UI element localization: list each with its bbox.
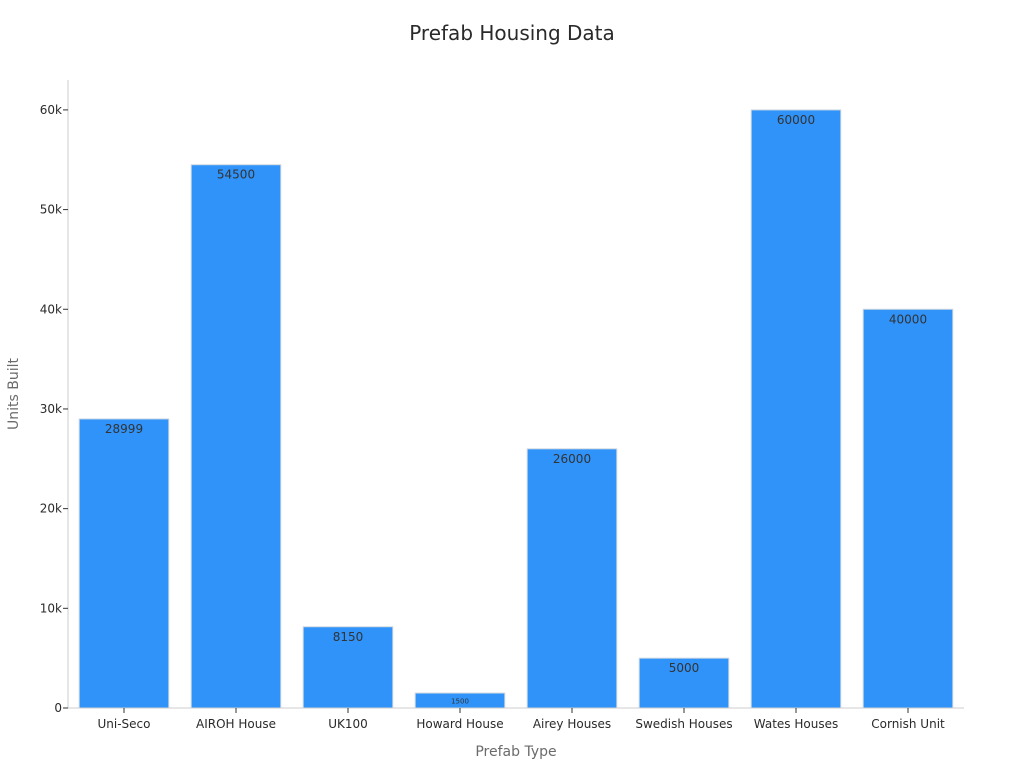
x-tick-label: Wates Houses [754, 717, 838, 731]
bar [526, 448, 618, 709]
bar [638, 657, 730, 709]
bar-value-label: 40000 [889, 312, 927, 326]
bar [190, 164, 282, 709]
bar-value-label: 5000 [669, 661, 700, 675]
bar [862, 308, 954, 709]
y-tick-label: 30k [40, 402, 62, 416]
y-tick-label: 0 [54, 701, 62, 715]
x-tick-label: Uni-Seco [98, 717, 151, 731]
bar-value-label: 54500 [217, 168, 255, 182]
y-tick-label: 40k [40, 302, 62, 316]
x-tick-label: Airey Houses [533, 717, 611, 731]
y-tick-label: 20k [40, 502, 62, 516]
bar-value-label: 28999 [105, 422, 143, 436]
bar [78, 418, 170, 709]
y-axis-title: Units Built [6, 358, 22, 431]
y-tick-label: 10k [40, 601, 62, 615]
y-tick-label: 50k [40, 203, 62, 217]
x-tick-label: Swedish Houses [635, 717, 732, 731]
bar [302, 626, 394, 709]
y-tick-label: 60k [40, 103, 62, 117]
bar [750, 109, 842, 709]
data-labels-layer: 28999 54500 8150 1500 26000 5000 60000 40000 [105, 113, 927, 706]
x-tick-label: AIROH House [196, 717, 276, 731]
chart-title: Prefab Housing Data [409, 21, 615, 45]
x-tick-label: UK100 [328, 717, 368, 731]
x-tick-label: Cornish Unit [871, 717, 945, 731]
bar-value-label: 26000 [553, 452, 591, 466]
y-axis-ticks: 0 10k 20k 30k 40k 50k 60k [40, 103, 68, 715]
bars-layer [78, 109, 954, 709]
bar-value-label: 60000 [777, 113, 815, 127]
bar-value-label: 8150 [333, 630, 364, 644]
bar-value-label: 1500 [451, 698, 469, 706]
x-axis-ticks: Uni-Seco AIROH House UK100 Howard House Aire… [98, 708, 945, 731]
x-axis-title: Prefab Type [475, 744, 556, 760]
x-tick-label: Howard House [416, 717, 503, 731]
